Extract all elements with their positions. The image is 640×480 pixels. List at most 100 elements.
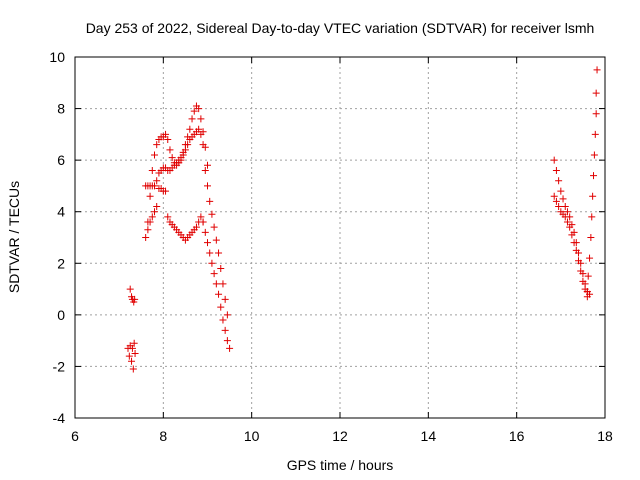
data-point (204, 161, 211, 169)
series-early-isolated-lower (124, 339, 139, 373)
data-point (577, 267, 585, 275)
y-tick-label: 2 (57, 255, 65, 271)
data-point (153, 203, 161, 211)
data-point (142, 234, 150, 241)
data-point (561, 203, 569, 211)
data-point (568, 231, 576, 239)
data-point (587, 234, 595, 241)
x-tick-label: 6 (71, 428, 79, 444)
data-point (151, 182, 158, 190)
series-morning-lower-band (142, 185, 207, 244)
data-point (201, 166, 209, 174)
data-point (563, 208, 571, 216)
data-point (131, 350, 139, 358)
data-point (131, 295, 139, 303)
data-point (215, 249, 223, 257)
data-point (125, 352, 133, 360)
data-point (197, 115, 205, 123)
data-point (550, 192, 558, 200)
data-point (566, 223, 574, 231)
x-tick-label: 16 (509, 428, 525, 444)
y-tick-label: 0 (57, 307, 65, 323)
data-point (563, 218, 571, 226)
data-point (212, 280, 220, 288)
y-axis-label: SDTVAR / TECUs (6, 181, 22, 293)
data-point (126, 285, 134, 293)
y-tick-label: 8 (57, 101, 65, 117)
data-point (164, 136, 172, 144)
data-point (591, 130, 599, 138)
data-point (184, 141, 192, 149)
data-point (210, 223, 218, 231)
data-point (148, 213, 156, 221)
data-point (168, 154, 176, 162)
data-point (561, 213, 569, 221)
data-point (583, 288, 591, 296)
data-point (201, 228, 209, 236)
data-point (195, 105, 203, 113)
data-point (217, 303, 225, 311)
data-point (555, 203, 563, 211)
data-point (206, 249, 214, 257)
data-point (162, 187, 170, 195)
data-point (593, 66, 601, 74)
data-point (219, 316, 227, 324)
data-point (579, 277, 587, 285)
data-point (586, 254, 594, 262)
data-point (153, 177, 161, 185)
data-point (590, 172, 598, 180)
data-point (226, 344, 234, 352)
data-point (177, 156, 185, 164)
data-point (219, 280, 227, 288)
series-morning-middle-band (142, 125, 207, 190)
data-marker-layer (124, 66, 601, 373)
data-point (589, 192, 597, 200)
data-point (151, 151, 158, 159)
data-point (190, 107, 198, 115)
data-point (188, 115, 196, 123)
data-point (223, 337, 231, 345)
x-tick-label: 8 (159, 428, 167, 444)
data-point (144, 226, 152, 234)
data-point (552, 166, 560, 174)
data-point (210, 270, 218, 278)
x-tick-label: 18 (597, 428, 613, 444)
data-point (575, 257, 582, 265)
data-point (555, 177, 563, 185)
series-morning-upper-arc (144, 102, 211, 226)
x-tick-label: 12 (332, 428, 348, 444)
data-point (588, 213, 596, 221)
data-point (204, 239, 211, 247)
data-point (550, 156, 558, 164)
data-point (195, 125, 203, 133)
data-point (162, 130, 170, 138)
data-point (206, 197, 214, 205)
data-point (208, 259, 216, 267)
data-point (572, 246, 580, 254)
data-point (559, 195, 567, 203)
data-point (221, 295, 229, 303)
data-point (212, 236, 220, 244)
series-morning-descent (199, 166, 234, 352)
data-point (570, 239, 578, 247)
data-point (151, 208, 158, 216)
data-point (592, 89, 600, 97)
data-point (166, 146, 174, 154)
x-tick-label: 10 (244, 428, 260, 444)
data-point (130, 339, 138, 347)
data-point (204, 182, 211, 190)
y-tick-label: 10 (49, 49, 65, 65)
data-point (584, 272, 592, 280)
data-point (192, 223, 200, 231)
data-point (153, 141, 161, 149)
x-tick-label: 14 (421, 428, 437, 444)
data-point (148, 166, 156, 174)
chart-title: Day 253 of 2022, Sidereal Day-to-day VTE… (86, 20, 595, 36)
grid-layer (75, 57, 605, 418)
series-evening-rise (583, 66, 601, 296)
data-point (128, 344, 136, 352)
data-point (146, 192, 154, 200)
y-tick-label: -2 (53, 358, 66, 374)
x-axis-label: GPS time / hours (287, 457, 394, 473)
